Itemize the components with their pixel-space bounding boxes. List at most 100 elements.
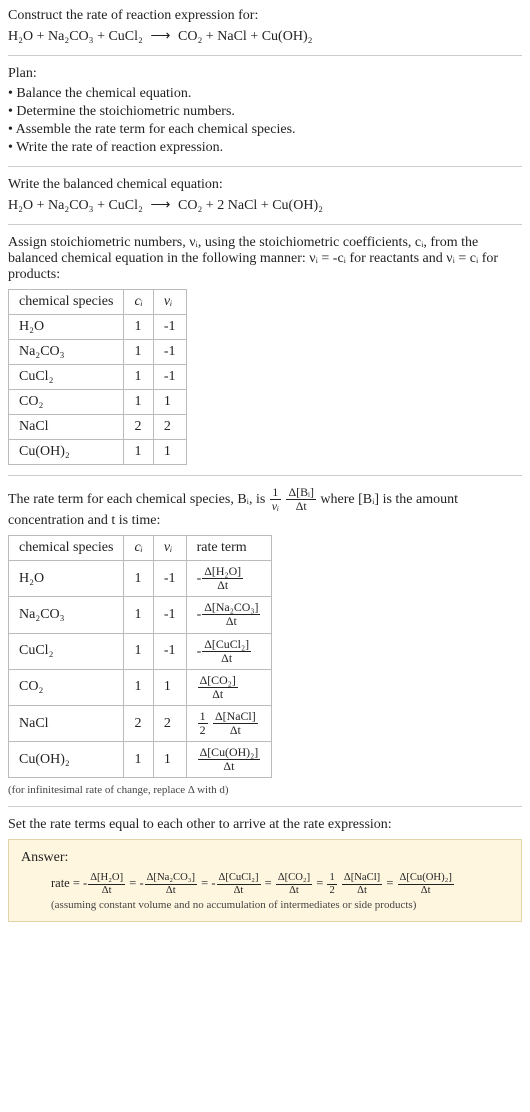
numerator: Δ[Na₂CO₃] (145, 872, 197, 884)
denominator: Δt (276, 884, 312, 897)
col-header: cᵢ (124, 536, 153, 561)
cell: CuCl₂ (9, 633, 124, 669)
table-row: Na₂CO₃1-1 (9, 340, 187, 365)
cell: CO₂ (9, 669, 124, 705)
product: CO₂ (178, 29, 202, 44)
table-header-row: chemical species cᵢ νᵢ rate term (9, 536, 272, 561)
fraction: Δ[CO₂]Δt (198, 674, 238, 701)
numerator: Δ[Na₂CO₃] (202, 601, 260, 614)
divider (8, 806, 522, 807)
product: Cu(OH)₂ (272, 198, 323, 213)
table-row: CuCl₂1-1 (9, 365, 187, 390)
table-footnote: (for infinitesimal rate of change, repla… (8, 784, 522, 796)
balanced-heading: Write the balanced chemical equation: (8, 177, 522, 193)
denominator: Δt (145, 884, 197, 897)
product: 2 NaCl (217, 198, 257, 213)
cell: 1 (153, 390, 186, 415)
denominator: Δt (342, 884, 382, 897)
plan-item: Write the rate of reaction expression. (8, 140, 522, 156)
cell: -1 (153, 597, 186, 633)
divider (8, 224, 522, 225)
denominator: Δt (217, 884, 261, 897)
divider (8, 475, 522, 476)
divider (8, 55, 522, 56)
fraction: Δ[Cu(OH)₂]Δt (398, 872, 454, 896)
cell: 1 (153, 742, 186, 778)
plan-section: Plan: Balance the chemical equation. Det… (8, 66, 522, 156)
answer-note: (assuming constant volume and no accumul… (51, 899, 509, 911)
cell: 1 (124, 340, 153, 365)
numerator: 1 (327, 872, 336, 884)
cell: -1 (153, 561, 186, 597)
sign: - (197, 643, 202, 658)
cell: -1 (153, 365, 186, 390)
col-header: chemical species (9, 536, 124, 561)
cell: 1 (124, 315, 153, 340)
stoich-table: chemical species cᵢ νᵢ H₂O1-1 Na₂CO₃1-1 … (8, 289, 187, 465)
numerator: Δ[NaCl] (213, 710, 258, 723)
cell: -Δ[Na₂CO₃]Δt (186, 597, 272, 633)
fraction: Δ[Na₂CO₃]Δt (145, 872, 197, 896)
balanced-section: Write the balanced chemical equation: H₂… (8, 177, 522, 214)
fraction: Δ[CO₂]Δt (276, 872, 312, 896)
fraction: Δ[Cu(OH)₂]Δt (198, 746, 261, 773)
numerator: 1 (270, 486, 281, 499)
rate-term-table: chemical species cᵢ νᵢ rate term H₂O 1 -… (8, 535, 272, 778)
plan-item: Determine the stoichiometric numbers. (8, 104, 522, 120)
product: Cu(OH)₂ (262, 29, 313, 44)
col-header: νᵢ (153, 536, 186, 561)
denominator: Δt (198, 687, 238, 701)
denominator: Δt (202, 614, 260, 628)
cell: -1 (153, 633, 186, 669)
cell: Na₂CO₃ (9, 340, 124, 365)
reactant: H₂O (8, 198, 33, 213)
denominator: Δt (198, 759, 261, 773)
cell: 1 (153, 440, 186, 465)
cell: 1 (153, 669, 186, 705)
plan-item: Assemble the rate term for each chemical… (8, 122, 522, 138)
product: CO₂ (178, 198, 202, 213)
cell: -Δ[CuCl₂]Δt (186, 633, 272, 669)
rate-prefix: rate = (51, 876, 83, 890)
prompt-title: Construct the rate of reaction expressio… (8, 8, 522, 24)
cell: Cu(OH)₂ (9, 440, 124, 465)
table-row: Cu(OH)₂ 1 1 Δ[Cu(OH)₂]Δt (9, 742, 272, 778)
arrow-icon: ⟶ (150, 198, 170, 213)
numerator: Δ[NaCl] (342, 872, 382, 884)
cell: 12 Δ[NaCl]Δt (186, 705, 272, 741)
cell: 1 (124, 633, 153, 669)
col-header: cᵢ (124, 290, 153, 315)
col-header: chemical species (9, 290, 124, 315)
product: NaCl (217, 29, 247, 44)
reactant: H₂O (8, 29, 33, 44)
cell: Na₂CO₃ (9, 597, 124, 633)
reactant: Na₂CO₃ (48, 29, 94, 44)
sign: - (83, 876, 87, 890)
denominator: Δt (202, 651, 251, 665)
fraction: 12 (198, 710, 208, 737)
cell: CuCl₂ (9, 365, 124, 390)
table-row: NaCl22 (9, 415, 187, 440)
fraction: Δ[H₂O]Δt (202, 565, 243, 592)
numerator: Δ[CuCl₂] (217, 872, 261, 884)
denominator: Δt (202, 578, 243, 592)
plan-heading: Plan: (8, 66, 522, 82)
cell: -Δ[H₂O]Δt (186, 561, 272, 597)
cell: Δ[Cu(OH)₂]Δt (186, 742, 272, 778)
cell: -1 (153, 340, 186, 365)
denominator: νᵢ (270, 499, 281, 513)
cell: 1 (124, 742, 153, 778)
fraction: 12 (327, 872, 336, 896)
numerator: Δ[Cu(OH)₂] (398, 872, 454, 884)
denominator: Δt (286, 499, 315, 513)
numerator: 1 (198, 710, 208, 723)
final-section: Set the rate terms equal to each other t… (8, 817, 522, 921)
numerator: Δ[CO₂] (276, 872, 312, 884)
numerator: Δ[H₂O] (88, 872, 125, 884)
stoich-section: Assign stoichiometric numbers, νᵢ, using… (8, 235, 522, 465)
denominator: 2 (198, 723, 208, 737)
cell: 1 (124, 440, 153, 465)
fraction: 1 νᵢ (270, 486, 281, 513)
divider (8, 166, 522, 167)
cell: 2 (124, 705, 153, 741)
